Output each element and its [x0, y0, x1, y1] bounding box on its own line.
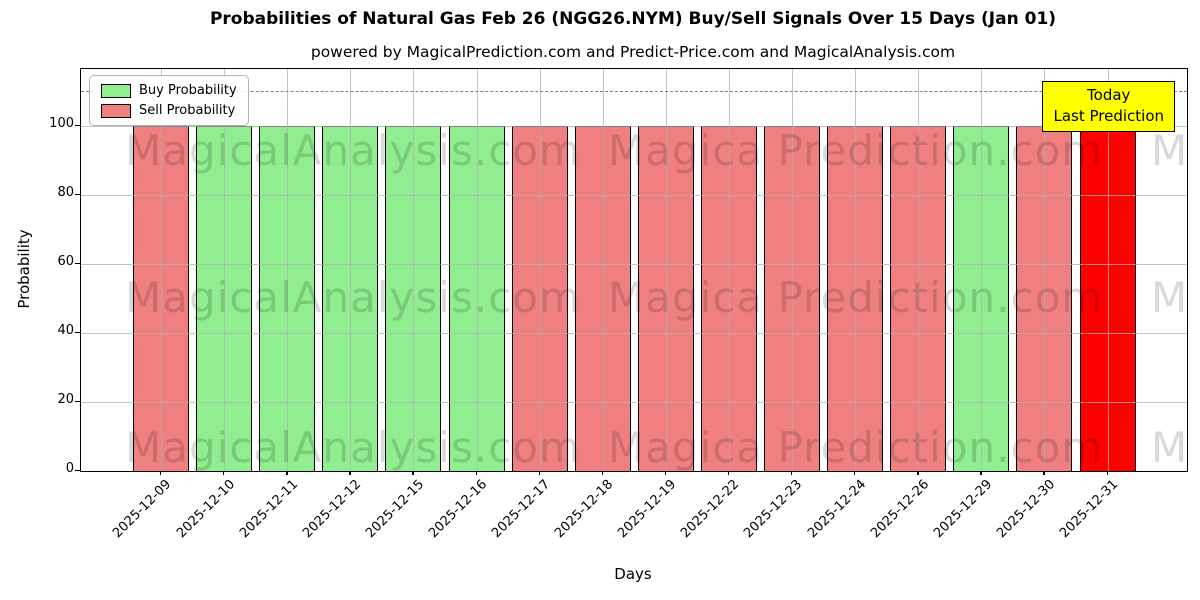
legend-entry-buy: Buy Probability [101, 83, 237, 98]
x-tick-label: 2025-12-11 [236, 477, 301, 542]
watermark-text: Magica Prediction.com [608, 423, 1104, 472]
x-tick-mark [475, 470, 477, 475]
x-tick-label: 2025-12-31 [1057, 477, 1122, 542]
x-tick-mark [664, 470, 667, 475]
x-tick-mark [727, 470, 730, 475]
annotation-line-2: Last Prediction [1053, 106, 1164, 125]
y-gridline [81, 401, 1187, 403]
legend-label-buy: Buy Probability [139, 83, 237, 98]
watermark-text: MagicalAnalysis.com [125, 273, 581, 322]
watermark-text: Magica Prediction.com [608, 273, 1104, 322]
y-tick-label: 0 [65, 461, 74, 476]
x-tick-label: 2025-12-09 [110, 477, 175, 542]
x-gridline [350, 69, 352, 471]
x-tick-mark [349, 470, 351, 475]
x-gridline [665, 69, 667, 471]
y-tick-mark [75, 262, 80, 265]
x-tick-mark [601, 470, 604, 475]
x-gridline [413, 69, 415, 471]
y-tick-mark [75, 193, 80, 196]
x-tick-mark [917, 470, 919, 475]
sell-color-swatch [101, 103, 131, 118]
x-gridline [1044, 69, 1046, 471]
x-gridline [855, 69, 857, 471]
y-tick-label: 80 [57, 184, 74, 200]
x-tick-mark [1043, 470, 1045, 475]
x-tick-mark [412, 470, 414, 475]
x-tick-label: 2025-12-10 [173, 477, 238, 542]
buy-color-swatch [101, 83, 131, 98]
y-tick-label: 100 [49, 115, 74, 131]
x-tick-label: 2025-12-26 [867, 477, 932, 542]
today-annotation-box: Today Last Prediction [1042, 81, 1175, 133]
chart-title: Probabilities of Natural Gas Feb 26 (NGG… [209, 9, 1057, 29]
y-gridline [81, 332, 1187, 334]
y-tick-mark [75, 331, 80, 334]
legend-label-sell: Sell Probability [139, 103, 236, 118]
x-tick-mark [791, 470, 793, 475]
chart-subtitle: powered by MagicalPrediction.com and Pre… [310, 43, 956, 61]
x-gridline [918, 69, 920, 471]
y-tick-label: 20 [57, 391, 74, 407]
y-gridline [81, 125, 1187, 127]
x-gridline [224, 69, 226, 471]
y-gridline [81, 263, 1187, 265]
x-tick-label: 2025-12-23 [741, 477, 806, 542]
x-tick-mark [980, 470, 982, 475]
x-gridline [1107, 69, 1109, 471]
dashed-threshold-line [81, 91, 1187, 93]
y-tick-label: 60 [57, 253, 74, 269]
watermark-text: MagicalAnalysis.com [1151, 126, 1188, 175]
x-gridline [539, 69, 541, 471]
legend: Buy Probability Sell Probability [89, 75, 249, 126]
watermark-text: MagicalAnalysis.com [125, 423, 581, 472]
x-tick-label: 2025-12-30 [993, 477, 1059, 542]
y-axis-label: Probability [15, 229, 33, 309]
watermark-text: MagicalAnalysis.com [1151, 423, 1188, 472]
x-tick-mark [538, 470, 540, 475]
y-tick-mark [75, 400, 80, 403]
x-tick-label: 2025-12-24 [804, 477, 869, 542]
x-tick-mark [160, 470, 162, 475]
x-tick-label: 2025-12-16 [426, 477, 491, 542]
x-tick-mark [286, 470, 288, 475]
x-tick-label: 2025-12-12 [299, 477, 364, 542]
y-tick-mark [75, 470, 80, 472]
x-tick-mark [223, 470, 225, 475]
x-tick-label: 2025-12-22 [678, 477, 743, 542]
y-tick-label: 40 [57, 322, 74, 338]
x-gridline [161, 69, 162, 471]
y-tick-mark [75, 124, 80, 127]
watermark-text: MagicalAnalysis.com [1151, 273, 1188, 322]
x-gridline [287, 69, 289, 471]
x-tick-mark [1106, 470, 1108, 475]
watermark-text: Magica Prediction.com [608, 126, 1104, 175]
x-tick-mark [854, 470, 856, 475]
x-gridline [792, 69, 793, 471]
x-gridline [728, 69, 730, 471]
x-tick-label: 2025-12-18 [552, 477, 617, 542]
x-tick-label: 2025-12-29 [930, 477, 995, 542]
plot-area: Buy Probability Sell Probability Today L… [80, 68, 1188, 472]
x-tick-label: 2025-12-19 [615, 477, 680, 542]
annotation-line-1: Today [1087, 86, 1131, 104]
y-gridline [81, 194, 1187, 196]
x-tick-label: 2025-12-15 [362, 477, 428, 542]
x-gridline [602, 69, 604, 471]
watermark-text: MagicalAnalysis.com [125, 126, 581, 175]
x-gridline [981, 69, 983, 471]
x-axis-label: Days [614, 565, 652, 583]
x-tick-label: 2025-12-17 [489, 477, 554, 542]
legend-entry-sell: Sell Probability [101, 103, 237, 118]
x-gridline [476, 69, 478, 471]
